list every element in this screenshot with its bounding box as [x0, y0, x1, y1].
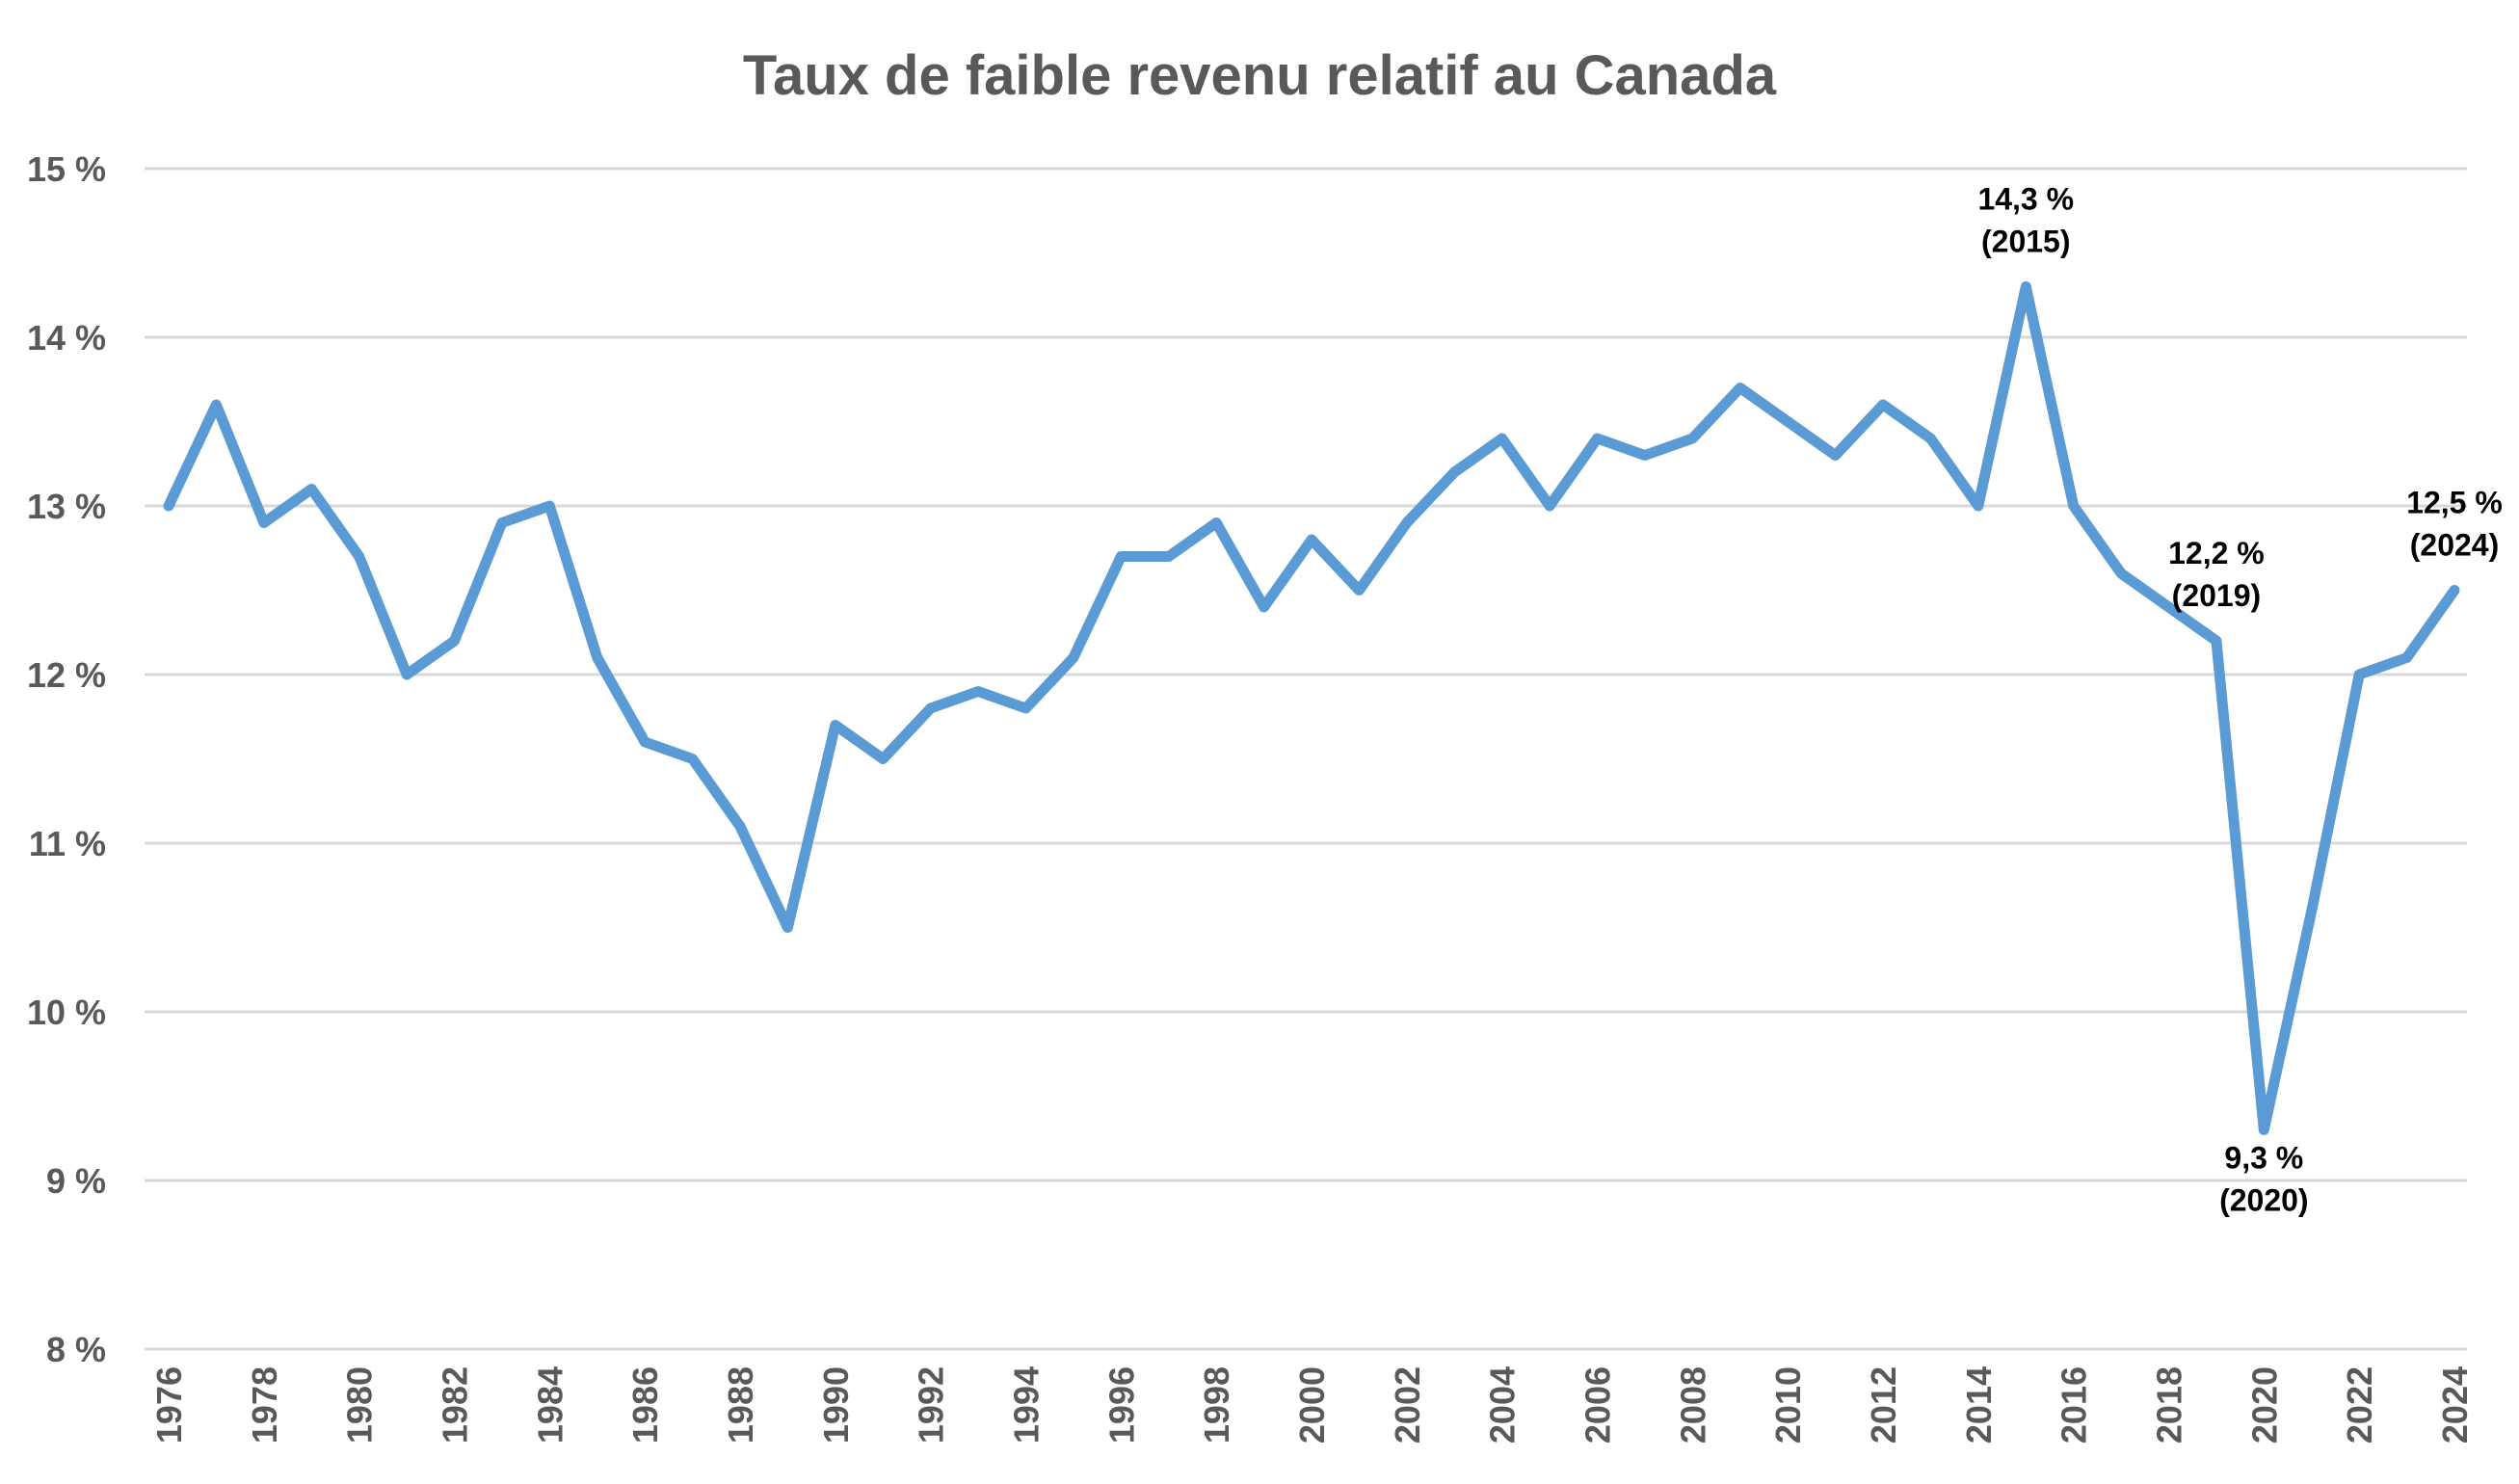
x-tick-label: 2000 — [1292, 1366, 1332, 1444]
y-tick-label: 13 % — [27, 487, 106, 526]
data-label-value: 12,2 % — [2168, 536, 2265, 570]
x-tick-label: 1978 — [245, 1366, 284, 1444]
x-tick-label: 1998 — [1197, 1366, 1236, 1444]
data-labels: 14,3 % (2015) 12,2 % (2019) 9,3 % (2020) 12,5 … — [1977, 182, 2502, 1218]
x-tick-label: 2024 — [2435, 1366, 2475, 1444]
x-tick-label: 1986 — [625, 1366, 665, 1444]
x-tick-label: 1976 — [149, 1366, 189, 1444]
x-tick-label: 1990 — [816, 1366, 856, 1444]
x-tick-label: 2002 — [1388, 1366, 1427, 1444]
y-tick-label: 10 % — [27, 993, 106, 1032]
x-tick-label: 1994 — [1007, 1366, 1047, 1444]
series-line — [163, 281, 2460, 1135]
x-tick-label: 1982 — [436, 1366, 475, 1444]
chart-title: Taux de faible revenu relatif au Canada — [743, 44, 1777, 107]
data-label-year: (2015) — [1981, 225, 2071, 259]
x-tick-label: 2006 — [1578, 1366, 1618, 1444]
x-tick-label: 1980 — [340, 1366, 380, 1444]
data-label-value: 12,5 % — [2406, 486, 2503, 520]
x-tick-label: 2018 — [2150, 1366, 2189, 1444]
y-tick-label: 11 % — [29, 824, 106, 863]
y-tick-label: 12 % — [27, 655, 106, 695]
x-tick-label: 1984 — [530, 1366, 570, 1444]
x-tick-label: 1996 — [1101, 1366, 1141, 1444]
data-label-value: 14,3 % — [1977, 182, 2074, 217]
x-tick-label: 2020 — [2244, 1366, 2284, 1444]
x-tick-label: 2014 — [1959, 1366, 1999, 1444]
x-tick-label: 2004 — [1483, 1366, 1523, 1444]
data-label-year: (2019) — [2172, 578, 2262, 613]
series-layer — [163, 281, 2460, 1135]
data-label-year: (2024) — [2410, 528, 2500, 563]
x-tick-label: 2008 — [1673, 1366, 1712, 1444]
data-label-value: 9,3 % — [2224, 1141, 2303, 1176]
x-tick-label: 2016 — [2055, 1366, 2094, 1444]
data-label-year: (2020) — [2219, 1183, 2309, 1218]
x-axis-tick-labels: 1976 1978 1980 1982 1984 1986 1988 1990 1992 1994… — [149, 1366, 2475, 1444]
x-tick-label: 1992 — [912, 1366, 951, 1444]
x-tick-label: 2012 — [1864, 1366, 1903, 1444]
y-tick-label: 14 % — [27, 318, 106, 358]
y-tick-label: 15 % — [27, 149, 106, 189]
x-tick-label: 2022 — [2340, 1366, 2379, 1444]
y-tick-label: 9 % — [46, 1161, 106, 1201]
y-axis-tick-labels: 8 % 9 % 10 % 11 % 12 % 13 % 14 % 15 % — [27, 149, 106, 1369]
x-tick-label: 2010 — [1768, 1366, 1808, 1444]
x-tick-label: 1988 — [721, 1366, 760, 1444]
y-tick-label: 8 % — [46, 1330, 106, 1369]
gridlines — [145, 167, 2467, 1351]
